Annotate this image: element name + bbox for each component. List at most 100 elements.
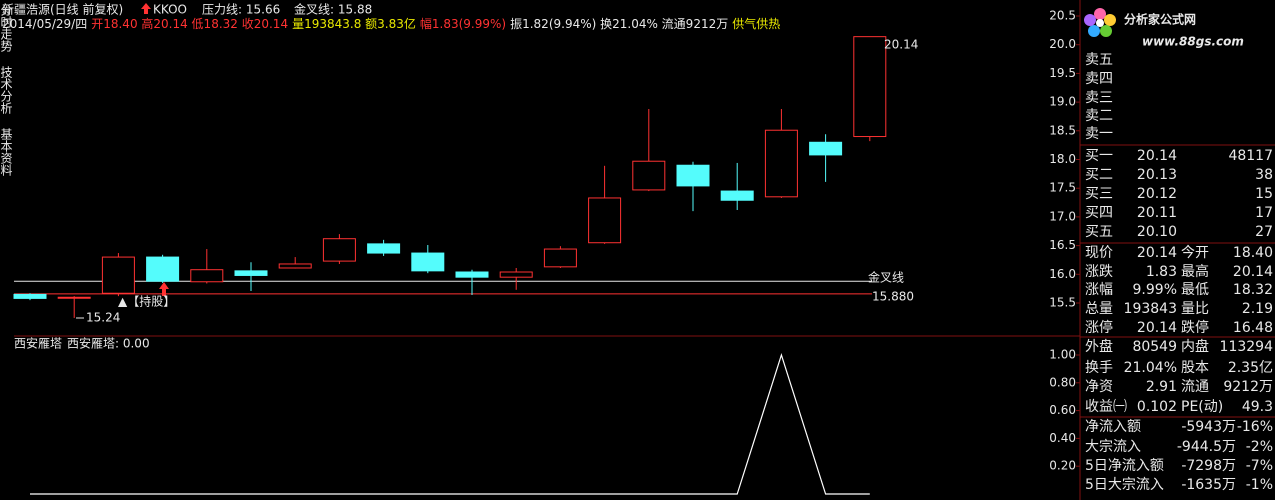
annotation: ▲【持股】 — [118, 294, 175, 309]
y-tick-label: 0.60 — [1049, 403, 1076, 417]
header-item: KKOO — [153, 3, 187, 17]
flow-label: 5日大宗流入 — [1085, 477, 1164, 493]
stat-label: 内盘 — [1181, 338, 1209, 355]
candle-body — [499, 271, 533, 278]
stat-value: 20.14 — [1137, 245, 1177, 261]
y-tick-label: 20.5 — [1049, 9, 1076, 23]
line-name: 金叉线 — [868, 270, 904, 285]
flow-label: 净流入额 — [1085, 419, 1141, 435]
bid-label: 买二 — [1085, 167, 1113, 183]
line-value-label: 15.880 — [872, 290, 914, 304]
stat-label: 流通 — [1181, 379, 1209, 395]
y-tick-label: 17.5 — [1049, 181, 1076, 195]
indicator-title: 西安雁塔 — [14, 336, 62, 351]
side-tab[interactable]: 技术分析 — [0, 66, 13, 115]
candle-body — [455, 271, 489, 278]
bid-price: 20.13 — [1137, 167, 1177, 183]
bid-label: 买三 — [1085, 186, 1113, 202]
stat-value: 20.14 — [1137, 320, 1177, 336]
header-quote: 量193843.8 额3.83亿 — [292, 16, 416, 31]
up-arrow-icon — [141, 3, 151, 14]
bid-price: 20.10 — [1137, 224, 1177, 240]
bid-volume: 48117 — [1228, 148, 1273, 164]
bid-label: 买四 — [1085, 205, 1113, 221]
candle-body — [146, 256, 180, 282]
bid-label: 买一 — [1085, 148, 1113, 164]
y-tick-label: 15.5 — [1049, 296, 1076, 310]
candle-body — [234, 270, 268, 276]
stat-label: 跌停 — [1181, 319, 1209, 336]
indicator-line — [30, 353, 870, 495]
side-tab[interactable]: 分时走势 — [0, 4, 13, 52]
annotation: 20.14 — [884, 38, 918, 52]
ask-label: 卖二 — [1085, 108, 1113, 124]
stat-label: 现价 — [1085, 245, 1113, 261]
y-tick-label: 18.5 — [1049, 123, 1076, 137]
stat-value: 0.102 — [1137, 399, 1177, 415]
stat-value: 2.19 — [1242, 301, 1273, 317]
y-tick-label: 1.00 — [1049, 348, 1076, 362]
candle-body — [101, 256, 135, 294]
bid-volume: 15 — [1255, 186, 1273, 202]
stat-label: 外盘 — [1085, 338, 1113, 355]
candle-body — [764, 129, 798, 198]
flow-pct: -16% — [1237, 419, 1273, 435]
bid-price: 20.11 — [1137, 205, 1177, 221]
candle-body — [632, 160, 666, 191]
indicator-readout: 西安雁塔: 0.00 — [67, 336, 150, 351]
flow-label: 大宗流入 — [1085, 439, 1141, 455]
stat-label: 换手 — [1085, 359, 1113, 376]
y-tick-label: 19.0 — [1049, 95, 1076, 109]
candle-body — [853, 36, 887, 138]
stat-value: 16.48 — [1233, 320, 1273, 336]
y-tick-label: 0.80 — [1049, 375, 1076, 389]
stat-label: 净资 — [1085, 379, 1113, 395]
candle-body — [411, 252, 445, 272]
stat-value: 18.32 — [1233, 282, 1273, 298]
ask-label: 卖五 — [1085, 52, 1113, 68]
stat-value: 21.04% — [1124, 360, 1177, 376]
candle-body — [190, 269, 224, 283]
logo-icon — [1084, 8, 1116, 37]
candle-body — [13, 293, 47, 299]
y-tick-label: 17.0 — [1049, 209, 1076, 223]
candle-body — [278, 263, 312, 269]
flow-value: -7298万 — [1181, 458, 1236, 474]
y-tick-label: 20.0 — [1049, 37, 1076, 51]
stat-value: 1.83 — [1146, 264, 1177, 280]
bid-price: 20.14 — [1137, 148, 1177, 164]
stat-label: 涨跌 — [1085, 264, 1113, 280]
stat-label: 今开 — [1181, 245, 1209, 261]
y-tick-label: 16.5 — [1049, 238, 1076, 252]
stat-label: 股本 — [1181, 360, 1209, 376]
y-tick-label: 19.5 — [1049, 66, 1076, 80]
stat-label: 涨停 — [1085, 319, 1113, 336]
annotation: 15.24 — [86, 311, 120, 325]
stat-label: 收益㈠ — [1085, 399, 1127, 415]
stat-label: 总量 — [1085, 301, 1113, 317]
y-tick-label: 18.0 — [1049, 152, 1076, 166]
stat-value: 9.99% — [1133, 282, 1177, 298]
stat-label: PE(动) — [1181, 399, 1223, 415]
y-tick-label: 16.0 — [1049, 267, 1076, 281]
stat-label: 最高 — [1181, 263, 1209, 280]
ask-label: 卖三 — [1085, 90, 1113, 106]
flow-pct: -2% — [1246, 439, 1273, 455]
candle-body — [720, 190, 754, 201]
stock-title: 新疆浩源(日线 前复权) — [2, 2, 123, 17]
stat-value: 2.91 — [1146, 379, 1177, 395]
candle-body — [809, 141, 843, 156]
stat-value: 2.35亿 — [1228, 360, 1273, 376]
flow-pct: -1% — [1246, 477, 1273, 493]
header-quote: 2014/05/29/四 — [2, 17, 87, 31]
logo-url: www.88gs.com — [1142, 35, 1244, 49]
y-tick-label: 0.20 — [1049, 459, 1076, 473]
stat-label: 涨幅 — [1085, 282, 1113, 298]
flow-label: 5日净流入额 — [1085, 458, 1164, 474]
side-tab[interactable]: 基本资料 — [0, 128, 13, 176]
stat-label: 最低 — [1181, 282, 1209, 298]
bid-volume: 17 — [1255, 205, 1273, 221]
